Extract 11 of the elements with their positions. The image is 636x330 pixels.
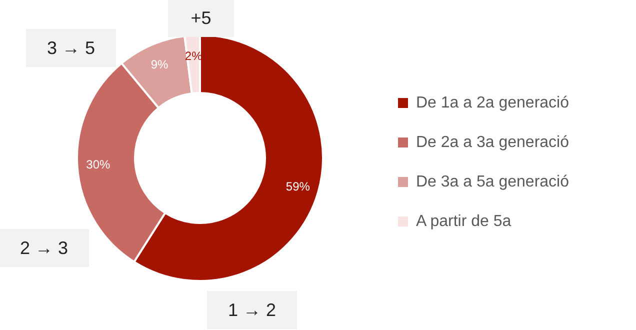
text: +5 [190,8,212,28]
data-label: 30% [86,157,111,172]
text: 2 → 3 [20,238,68,258]
text: 1 → 2 [228,300,276,320]
data-label: 59% [286,179,310,194]
legend-label: A partir de 5a [416,213,512,230]
data-label: 9% [150,57,168,72]
legend-label: De 3a a 5a generació [416,174,570,190]
legend-label: De 1a a 2a generació [416,94,570,112]
legend-label: De 2a a 3a generació [416,134,570,151]
text: 3 → 5 [46,38,96,58]
